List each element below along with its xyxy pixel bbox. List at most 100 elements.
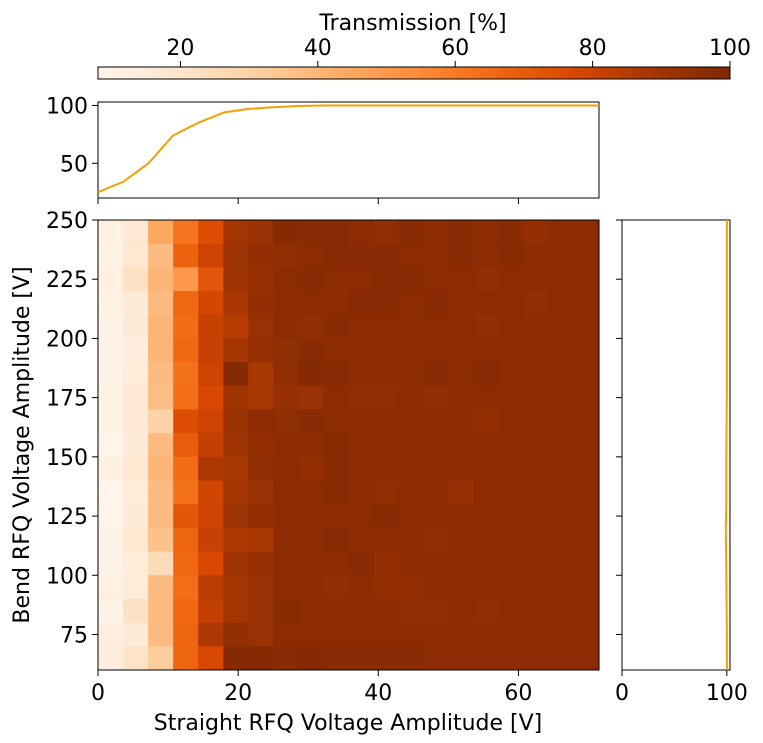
- heatmap-cell: [573, 243, 600, 268]
- heatmap-cell: [248, 243, 274, 268]
- heatmap-cell: [523, 385, 550, 410]
- heatmap-cell: [248, 504, 274, 529]
- heatmap-cell: [498, 267, 525, 292]
- heatmap-cell: [423, 646, 450, 671]
- y-tick-label: 125: [46, 505, 88, 530]
- heatmap-cell: [298, 551, 324, 576]
- heatmap-cell: [548, 362, 575, 387]
- heatmap-cell: [523, 551, 550, 576]
- heatmap-cell: [398, 409, 425, 434]
- heatmap-cell: [573, 433, 600, 458]
- heatmap-cell: [248, 314, 274, 339]
- heatmap-cell: [173, 220, 199, 245]
- heatmap-cell: [123, 291, 149, 316]
- heatmap-cell: [473, 646, 500, 671]
- heatmap-cell: [223, 575, 249, 600]
- heatmap-cell: [448, 362, 475, 387]
- heatmap-cell: [548, 243, 575, 268]
- heatmap-cell: [523, 575, 550, 600]
- heatmap-cell: [323, 314, 349, 339]
- heatmap-cell: [123, 267, 149, 292]
- heatmap-cell: [123, 409, 149, 434]
- heatmap-cell: [373, 409, 400, 434]
- heatmap-cell: [98, 362, 124, 387]
- heatmap-cell: [173, 527, 199, 553]
- heatmap-cell: [573, 385, 600, 410]
- heatmap-cell: [373, 598, 400, 624]
- heatmap-cell: [523, 220, 550, 245]
- heatmap-cell: [398, 480, 425, 505]
- heatmap-cell: [148, 480, 174, 505]
- heatmap-cell: [223, 362, 249, 387]
- heatmap-cell: [573, 622, 600, 647]
- heatmap-cell: [248, 598, 274, 624]
- heatmap-cell: [573, 480, 600, 505]
- heatmap-cell: [498, 362, 525, 387]
- heatmap-cell: [348, 243, 375, 268]
- heatmap-cell: [248, 220, 274, 245]
- heatmap-cell: [423, 338, 450, 363]
- heatmap-cell: [473, 575, 500, 600]
- heatmap-cell: [423, 433, 450, 458]
- heatmap-cell: [248, 456, 274, 482]
- heatmap-cell: [573, 504, 600, 529]
- heatmap-cell: [498, 409, 525, 434]
- heatmap-cell: [98, 646, 124, 671]
- heatmap-cell: [98, 433, 124, 458]
- heatmap-cell: [423, 480, 450, 505]
- heatmap-cell: [273, 575, 299, 600]
- heatmap-cell: [248, 291, 274, 316]
- heatmap-cell: [548, 646, 575, 671]
- heatmap-cell: [273, 433, 299, 458]
- heatmap-cell: [523, 527, 550, 553]
- heatmap-cell: [448, 220, 475, 245]
- heatmap-cell: [148, 385, 174, 410]
- heatmap-cell: [448, 504, 475, 529]
- heatmap-cell: [373, 338, 400, 363]
- heatmap-cell: [473, 480, 500, 505]
- heatmap-cell: [373, 220, 400, 245]
- heatmap-cell: [473, 551, 500, 576]
- heatmap-cell: [198, 598, 224, 624]
- x-tick-label: 60: [504, 681, 532, 706]
- heatmap-cell: [398, 622, 425, 647]
- heatmap-cell: [498, 338, 525, 363]
- heatmap-cell: [348, 338, 375, 363]
- heatmap-cell: [548, 409, 575, 434]
- heatmap-cell: [123, 480, 149, 505]
- heatmap-cell: [348, 433, 375, 458]
- heatmap-cell: [523, 504, 550, 529]
- heatmap-cell: [98, 220, 124, 245]
- heatmap-cell: [498, 622, 525, 647]
- heatmap-cell: [223, 267, 249, 292]
- heatmap-cell: [398, 551, 425, 576]
- heatmap-cell: [423, 598, 450, 624]
- heatmap-cell: [148, 622, 174, 647]
- heatmap-cell: [473, 504, 500, 529]
- heatmap-x-ticks: 0 20 40 60: [91, 670, 532, 706]
- heatmap-cell: [173, 291, 199, 316]
- heatmap-cell: [123, 362, 149, 387]
- heatmap-cell: [498, 575, 525, 600]
- heatmap-cell: [423, 314, 450, 339]
- heatmap-cell: [548, 622, 575, 647]
- y-tick-label: 225: [46, 268, 88, 293]
- heatmap-cell: [448, 385, 475, 410]
- heatmap-cell: [523, 291, 550, 316]
- heatmap-cell: [523, 433, 550, 458]
- heatmap-cell: [573, 551, 600, 576]
- heatmap-cell: [373, 243, 400, 268]
- colorbar: Transmission [%] 20 40 60 80 100: [97, 11, 751, 80]
- heatmap-cell: [148, 243, 174, 268]
- heatmap-cell: [423, 267, 450, 292]
- heatmap-cell: [323, 622, 349, 647]
- heatmap-cell: [523, 314, 550, 339]
- heatmap-cell: [448, 291, 475, 316]
- heatmap-cell: [323, 433, 349, 458]
- heatmap-cell: [373, 504, 400, 529]
- colorbar-label: Transmission [%]: [318, 11, 506, 36]
- x-tick-label: 40: [364, 681, 392, 706]
- heatmap-cell: [248, 551, 274, 576]
- heatmap-cell: [173, 267, 199, 292]
- heatmap-cell: [98, 575, 124, 600]
